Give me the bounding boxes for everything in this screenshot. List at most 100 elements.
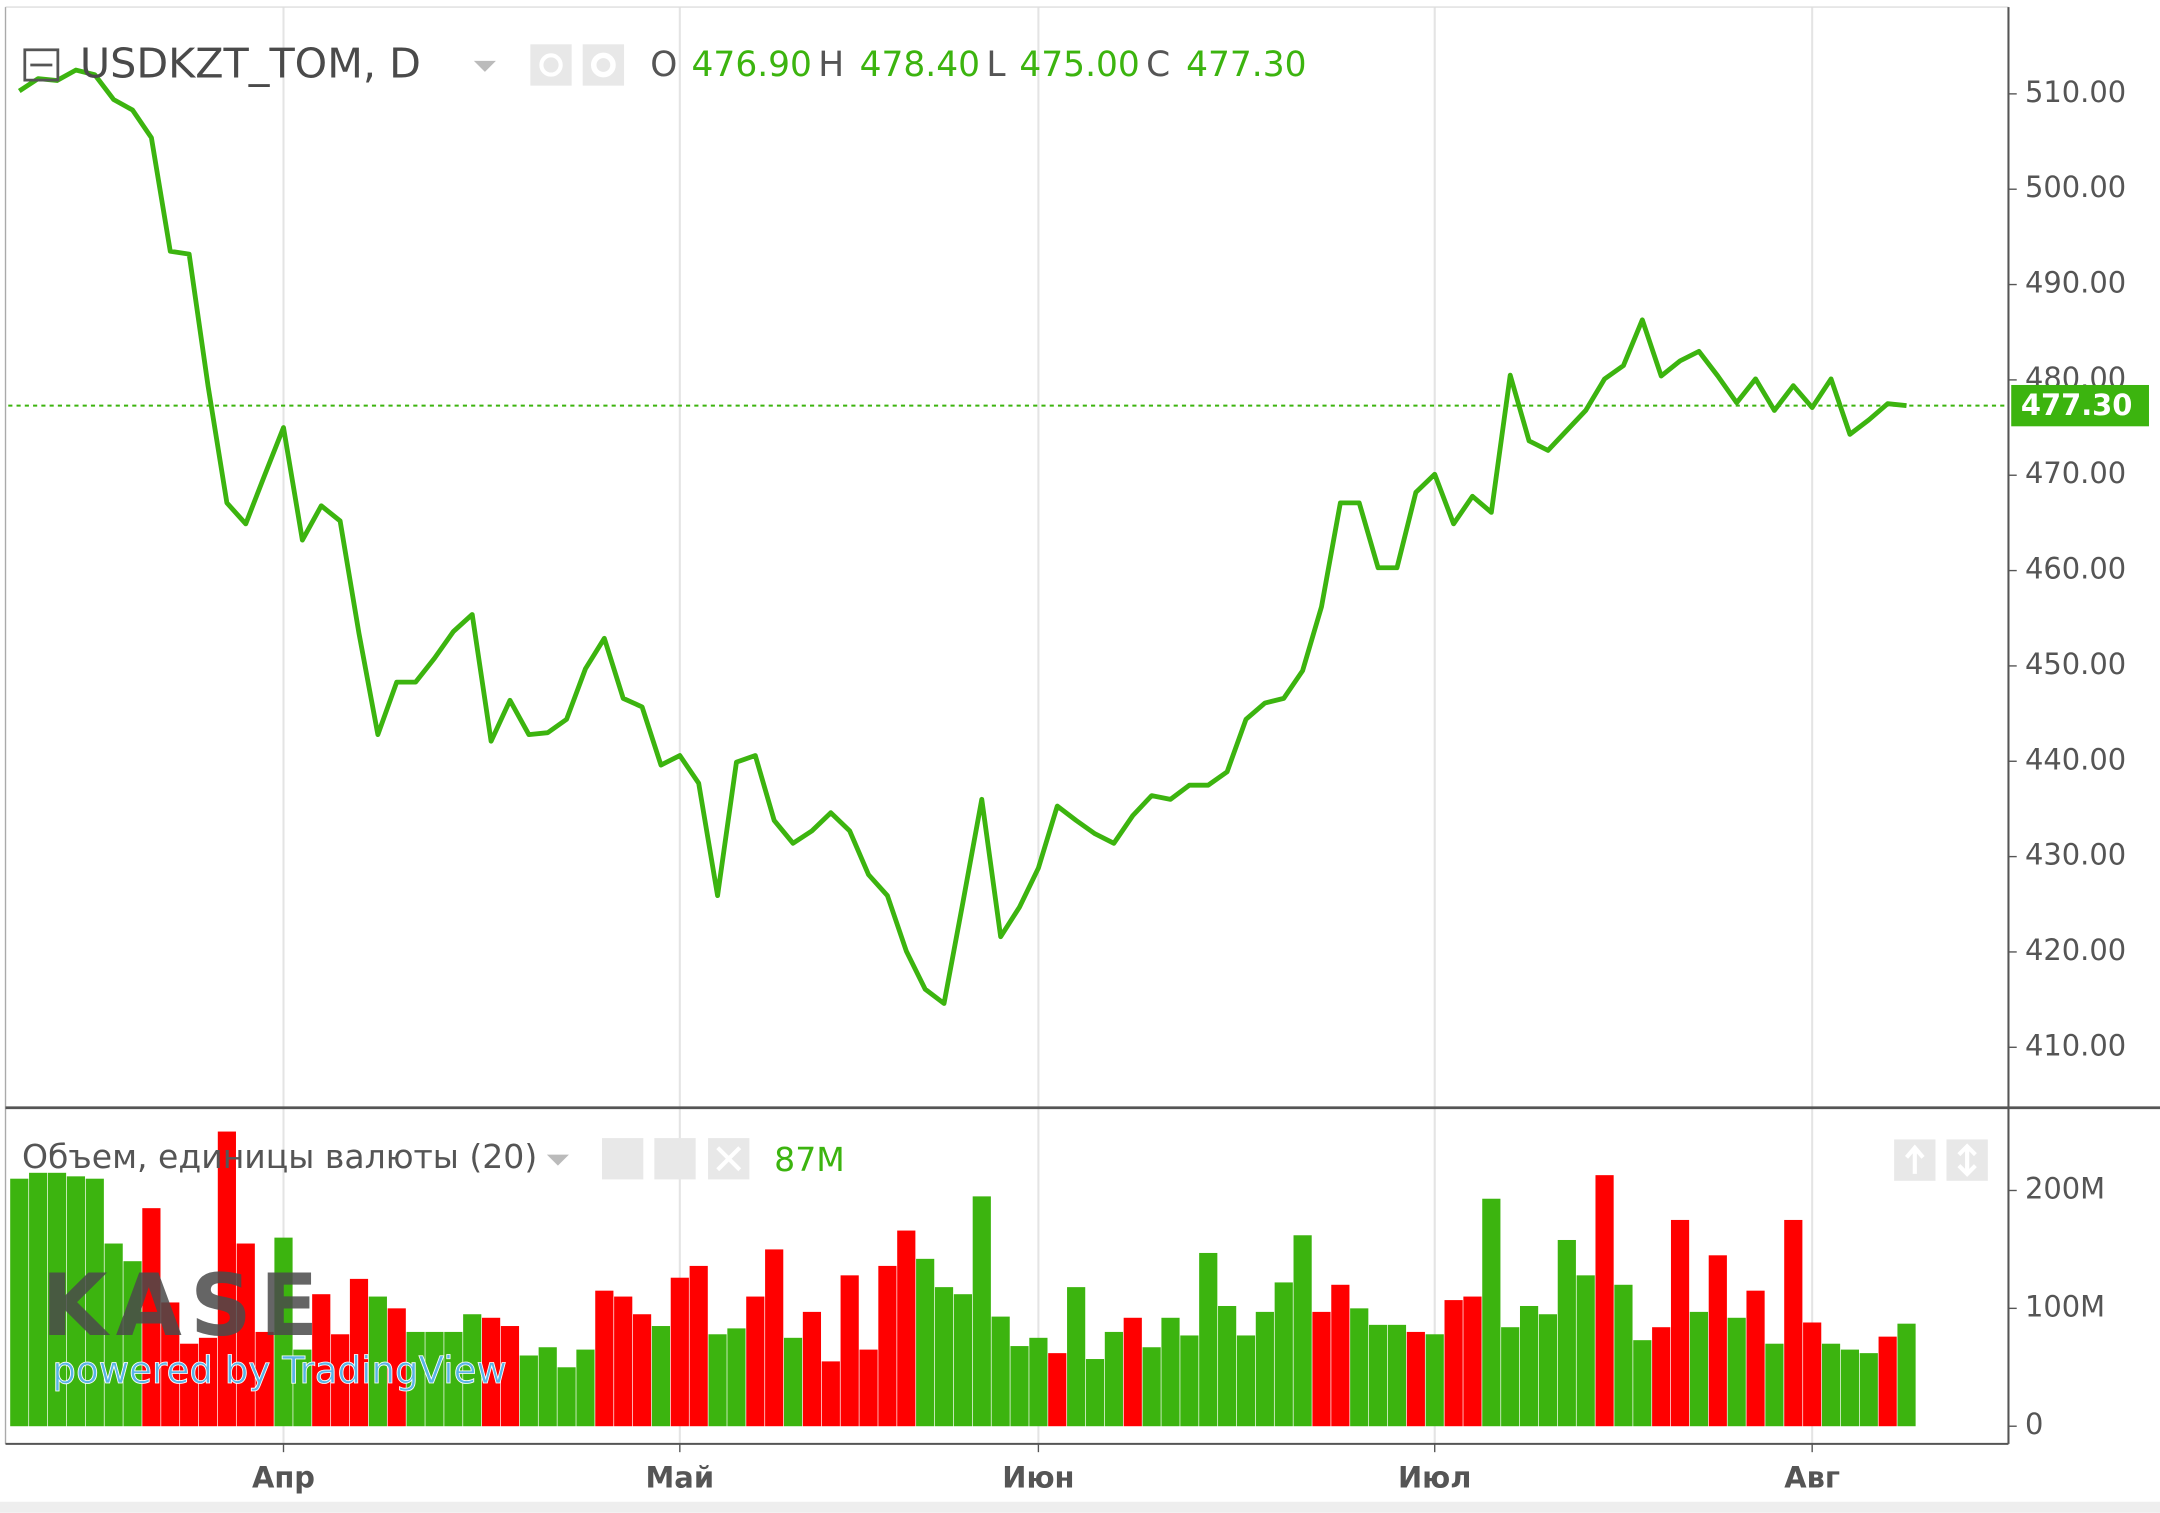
volume-bar [538,1347,557,1427]
volume-bar [482,1317,501,1427]
ohlc-legend: O 476.90 H 478.40 L 475.00 C 477.30 [650,45,1306,85]
volume-bar [1255,1311,1274,1427]
y-tick-label: 440.00 [2025,742,2126,776]
volume-bar [1425,1334,1444,1427]
volume-bar [236,1243,255,1427]
dropdown-arrow[interactable] [546,1154,569,1166]
volume-bar [387,1308,406,1427]
volume-bar [1180,1335,1199,1427]
volume-bar [1029,1337,1048,1427]
volume-bar [85,1178,104,1427]
x-tick-label: Май [646,1461,715,1495]
volume-bar [859,1349,878,1427]
volume-bar [953,1294,973,1427]
volume-bar [1331,1284,1350,1427]
volume-bar [142,1208,161,1427]
volume-bar [1085,1359,1105,1427]
volume-bar [293,1349,312,1427]
volume-bar [29,1172,48,1427]
volume-bar [1199,1252,1218,1427]
volume-bar [1519,1305,1539,1427]
watermark-text: powered by TradingView [52,1348,507,1392]
settings-icon[interactable] [654,1138,696,1180]
y-tick-label: 490.00 [2025,266,2126,300]
volume-bar [331,1334,350,1427]
price-line [17,67,1907,1006]
volume-bar [934,1287,954,1427]
volume-bar [1010,1346,1029,1427]
y-tick-label: 430.00 [2025,838,2126,872]
volume-bar [1878,1336,1897,1427]
volume-bar [1463,1296,1482,1427]
eye-icon[interactable] [601,1138,644,1180]
volume-bar [1803,1322,1822,1427]
watermark-logo: KASE [41,1257,326,1356]
grid-layer [282,7,1814,1444]
volume-title[interactable]: Объем, единицы валюты (20) [22,1137,537,1176]
volume-bar [1444,1300,1463,1427]
price-layer [8,67,2009,1006]
ohlc-key: C [1146,45,1170,85]
volume-bar [1236,1335,1256,1427]
volume-bar [1501,1327,1520,1427]
volume-bar [463,1314,482,1427]
volume-bar [746,1296,765,1427]
volume-bar [47,1172,67,1427]
last-price-badge [2011,384,2149,427]
volume-bar [1406,1331,1425,1427]
volume-last-value: 87M [774,1140,845,1179]
collapse-icon[interactable] [23,48,60,82]
volume-bar [1614,1284,1633,1427]
volume-bar [1859,1353,1878,1427]
volume-bar [1557,1239,1576,1427]
volume-bar [670,1277,689,1427]
volume-bar [1293,1235,1312,1427]
y-tick-label: 0 [2025,1407,2043,1441]
volume-bar [1142,1347,1161,1427]
volume-bar [1218,1305,1237,1427]
y-tick-label: 100M [2025,1289,2105,1323]
ohlc-key: H [818,45,844,85]
symbol-title[interactable]: USDKZT_TOM, D [80,39,421,87]
eye-icon[interactable] [530,44,572,86]
volume-bar [916,1258,935,1427]
volume-bar [66,1176,85,1427]
volume-bar [614,1296,633,1427]
volume-bar [1387,1324,1407,1427]
volume-bar [972,1196,991,1427]
volume-bar [651,1326,671,1427]
volume-bar [1670,1219,1690,1427]
volume-bar [1161,1317,1180,1427]
volume-bar [897,1230,916,1427]
volume-bar [444,1331,463,1427]
x-tick-label: Июн [1002,1461,1074,1495]
dropdown-arrow[interactable] [473,60,496,72]
volume-bar [821,1361,840,1427]
volume-bar [1595,1175,1614,1427]
volume-bar [1727,1317,1746,1427]
y-tick-label: 200M [2025,1171,2105,1205]
x-tick-label: Июл [1398,1461,1471,1495]
volume-bar [595,1290,614,1427]
volume-bar [1708,1255,1727,1427]
volume-bar [1067,1287,1086,1427]
volume-bar [104,1243,123,1427]
volume-bar [765,1249,784,1427]
settings-icon[interactable] [582,44,625,86]
volume-bar [632,1314,652,1427]
close-icon [716,1146,742,1172]
volume-bar [255,1331,274,1427]
y-tick-label: 500.00 [2025,170,2126,204]
volume-bar [123,1261,142,1427]
ohlc-value: 475.00 [1019,45,1139,85]
volume-bar [689,1265,708,1427]
x-tick-label: Авг [1784,1461,1840,1495]
volume-bar [1840,1349,1860,1427]
axis-labels: 410.00 420.00 430.00 440.00 450.00 460.00 470.… [252,75,2149,1495]
volume-bar [1765,1343,1784,1427]
volume-bar [1312,1311,1331,1427]
y-tick-label: 470.00 [2025,456,2126,490]
last-price-label: 477.30 [2021,388,2133,422]
